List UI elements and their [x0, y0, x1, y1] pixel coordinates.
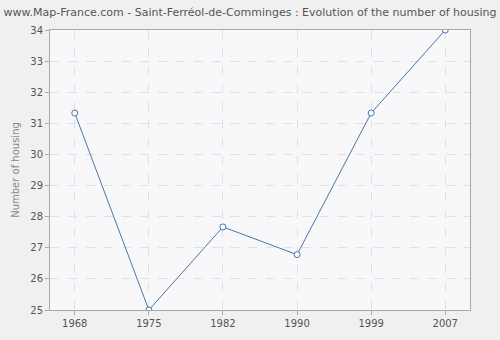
- svg-text:1990: 1990: [284, 318, 309, 329]
- svg-text:1975: 1975: [136, 318, 161, 329]
- svg-text:2007: 2007: [433, 318, 458, 329]
- svg-text:29: 29: [30, 180, 43, 191]
- svg-text:30: 30: [30, 149, 43, 160]
- svg-text:26: 26: [30, 273, 43, 284]
- svg-text:28: 28: [30, 211, 43, 222]
- svg-text:1982: 1982: [210, 318, 235, 329]
- svg-text:25: 25: [30, 305, 43, 316]
- svg-text:32: 32: [30, 87, 43, 98]
- svg-text:33: 33: [30, 56, 43, 67]
- svg-text:1968: 1968: [62, 318, 87, 329]
- svg-text:27: 27: [30, 242, 43, 253]
- svg-text:Number of housing: Number of housing: [10, 122, 21, 218]
- svg-text:1999: 1999: [358, 318, 383, 329]
- svg-text:www.Map-France.com - Saint-Fer: www.Map-France.com - Saint-Ferréol-de-Co…: [4, 6, 497, 19]
- svg-text:31: 31: [30, 118, 43, 129]
- svg-text:34: 34: [30, 25, 43, 36]
